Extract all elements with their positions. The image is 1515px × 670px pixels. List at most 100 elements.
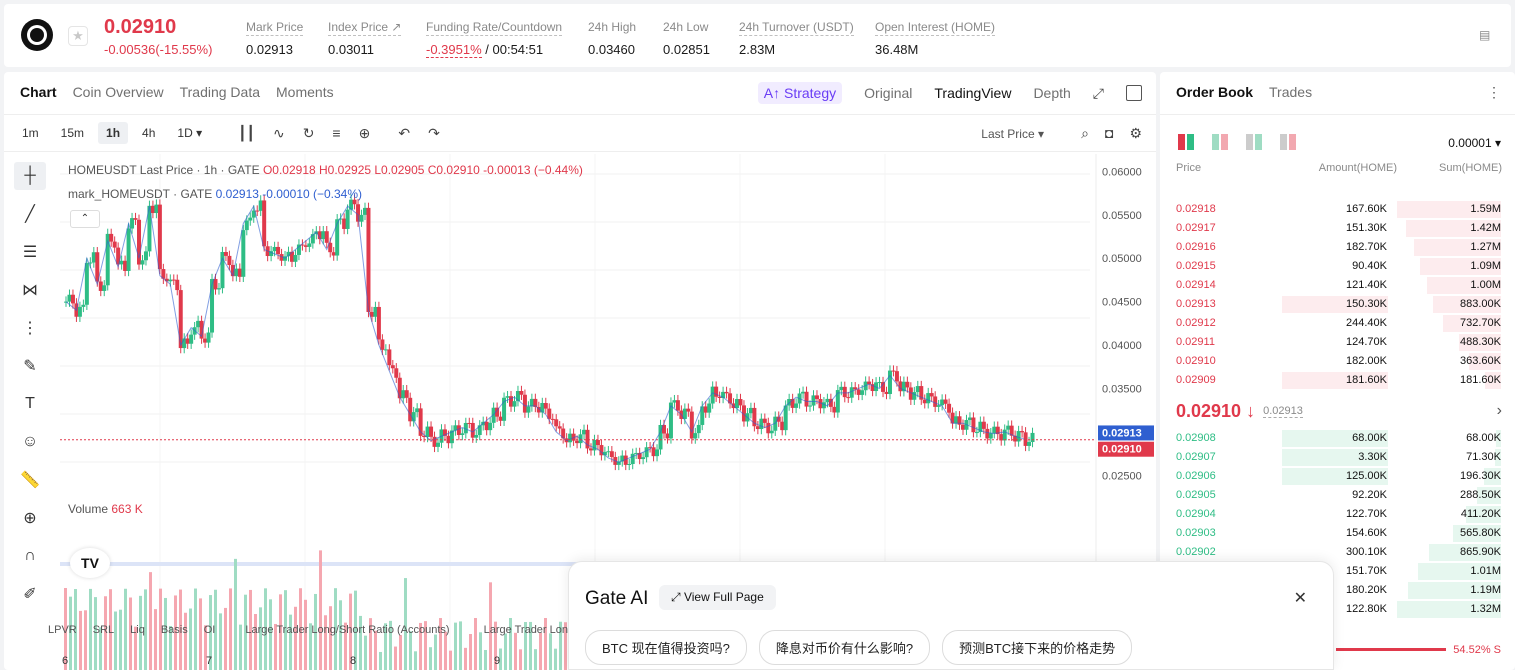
- volume-bar: [529, 621, 532, 670]
- fib-icon[interactable]: ⋮: [22, 320, 38, 337]
- bid-row[interactable]: 0.02907 3.30K 71.30K: [1160, 448, 1515, 467]
- template-icon[interactable]: ≡: [332, 125, 341, 141]
- tab-original[interactable]: Original: [864, 85, 913, 101]
- search-icon[interactable]: ⌕: [1081, 125, 1089, 141]
- mid-price-row[interactable]: 0.02910 ↓ 0.02913 ›: [1176, 400, 1502, 421]
- ask-row[interactable]: 0.02913 150.30K 883.00K: [1160, 295, 1515, 314]
- volume-bar: [544, 618, 547, 670]
- precision-select[interactable]: 0.00001 ▾: [1448, 136, 1501, 150]
- tab-trading-data[interactable]: Trading Data: [179, 84, 261, 100]
- indicator-liq[interactable]: Liq: [130, 624, 145, 636]
- emoji-icon[interactable]: ☺: [21, 433, 39, 450]
- ask-row[interactable]: 0.02912 244.40K 732.70K: [1160, 314, 1515, 333]
- tab-order-book[interactable]: Order Book: [1176, 84, 1254, 100]
- bid-row[interactable]: 0.02905 92.20K 288.50K: [1160, 486, 1515, 505]
- timeframe-15m[interactable]: 15m: [60, 126, 85, 140]
- timeframe-4h[interactable]: 4h: [142, 126, 156, 140]
- redo-icon[interactable]: ↷: [428, 124, 440, 141]
- candle: [741, 405, 746, 422]
- indicator-ls-positions[interactable]: Large Trader Long/Sh: [483, 624, 591, 636]
- add-indicator-icon[interactable]: ⊕: [358, 124, 371, 141]
- brush-icon[interactable]: ✎: [23, 358, 37, 375]
- layout-both-icon[interactable]: [1178, 134, 1194, 150]
- zoom-icon[interactable]: ⊕: [23, 510, 37, 527]
- depth-bar: [1418, 563, 1501, 580]
- ask-row[interactable]: 0.02911 124.70K 488.30K: [1160, 333, 1515, 352]
- suggestion-2[interactable]: 降息对币价有什么影响?: [758, 630, 931, 665]
- tab-moments[interactable]: Moments: [276, 84, 334, 100]
- ask-row[interactable]: 0.02914 121.40K 1.00M: [1160, 276, 1515, 295]
- indicator-srl[interactable]: SRL: [92, 624, 115, 636]
- ask-row[interactable]: 0.02909 181.60K 181.60K: [1160, 371, 1515, 390]
- price-type-select[interactable]: Last Price ▾: [981, 127, 1044, 141]
- pencil-icon[interactable]: ✐: [23, 586, 37, 603]
- volume-bar: [364, 635, 367, 670]
- tab-coin-overview[interactable]: Coin Overview: [72, 84, 164, 100]
- layout-split-icon[interactable]: [1212, 134, 1228, 150]
- candle: [550, 418, 555, 420]
- strategy-button[interactable]: A↑ Strategy: [757, 82, 843, 104]
- camera-icon[interactable]: ◘: [1104, 125, 1114, 141]
- bid-row[interactable]: 151.70K 1.01M: [1160, 562, 1515, 581]
- candle: [272, 246, 277, 252]
- candle: [929, 393, 934, 397]
- layout-bids-icon[interactable]: [1246, 134, 1262, 150]
- bid-row[interactable]: 0.02906 125.00K 196.30K: [1160, 467, 1515, 486]
- timeframe-1m[interactable]: 1m: [22, 126, 39, 140]
- refresh-icon[interactable]: ↻: [302, 124, 315, 141]
- volume-bar: [404, 578, 407, 670]
- book-icon[interactable]: ▤: [1479, 28, 1491, 42]
- indicator-basis[interactable]: Basis: [160, 624, 188, 636]
- indicator-ls-accounts[interactable]: Large Trader Long/Short Ratio (Accounts): [245, 624, 450, 636]
- ask-row[interactable]: 0.02918 167.60K 1.59M: [1160, 200, 1515, 219]
- horizontal-lines-icon[interactable]: ☰: [22, 244, 38, 261]
- text-icon[interactable]: T: [25, 395, 35, 412]
- indicator-oi[interactable]: OI: [203, 624, 216, 636]
- candle: [404, 390, 409, 398]
- bid-row[interactable]: 180.20K 1.19M: [1160, 581, 1515, 600]
- bid-row[interactable]: 0.02904 122.70K 411.20K: [1160, 505, 1515, 524]
- magnet-icon[interactable]: ∩: [24, 547, 36, 564]
- row-amount: 151.70K: [1346, 565, 1387, 577]
- suggestion-1[interactable]: BTC 现在值得投资吗?: [585, 630, 747, 665]
- close-icon[interactable]: ✕: [1293, 590, 1307, 607]
- ask-row[interactable]: 0.02916 182.70K 1.27M: [1160, 238, 1515, 257]
- collapse-legend-button[interactable]: ⌃: [70, 210, 100, 228]
- bid-row[interactable]: 0.02902 300.10K 865.90K: [1160, 543, 1515, 562]
- view-full-page-button[interactable]: ⤢ View Full Page: [659, 585, 776, 610]
- suggestion-3[interactable]: 预测BTC接下来的价格走势: [942, 630, 1133, 665]
- pattern-icon[interactable]: ⋈: [22, 282, 38, 299]
- favorite-star-icon[interactable]: ★: [68, 26, 88, 46]
- volume-bar: [184, 612, 187, 670]
- ask-row[interactable]: 0.02915 90.40K 1.09M: [1160, 257, 1515, 276]
- trend-line-icon[interactable]: ╱: [25, 206, 35, 223]
- stat-index-price[interactable]: Index Price ↗ 0.03011: [328, 20, 402, 57]
- candle: [293, 254, 298, 262]
- candle-type-icon[interactable]: ┃┃: [238, 124, 255, 141]
- bid-row[interactable]: 0.02903 154.60K 565.80K: [1160, 524, 1515, 543]
- ask-row[interactable]: 0.02917 151.30K 1.42M: [1160, 219, 1515, 238]
- bid-row[interactable]: 0.02908 68.00K 68.00K: [1160, 429, 1515, 448]
- tab-tradingview[interactable]: TradingView: [934, 85, 1012, 101]
- layout-asks-icon[interactable]: [1280, 134, 1296, 150]
- price-chart[interactable]: 0.06000 0.05500 0.05000 0.04500 0.04000 0.035…: [60, 154, 1156, 670]
- depth-bar: [1414, 239, 1501, 256]
- bid-row[interactable]: 122.80K 1.32M: [1160, 600, 1515, 619]
- undo-icon[interactable]: ↶: [398, 124, 411, 141]
- ask-row[interactable]: 0.02910 182.00K 363.60K: [1160, 352, 1515, 371]
- chevron-right-icon[interactable]: ›: [1496, 402, 1502, 419]
- tab-depth[interactable]: Depth: [1033, 85, 1071, 101]
- expand-icon[interactable]: ⤢: [1092, 84, 1104, 101]
- tab-chart[interactable]: Chart: [20, 84, 57, 100]
- tab-trades[interactable]: Trades: [1269, 84, 1313, 100]
- gear-icon[interactable]: ⚙: [1129, 125, 1142, 141]
- crosshair-icon[interactable]: ┼: [14, 162, 46, 190]
- ruler-icon[interactable]: 📏: [20, 472, 40, 489]
- window-icon[interactable]: [1126, 85, 1142, 101]
- more-icon[interactable]: ⋮: [1487, 84, 1501, 100]
- row-price: 0.02908: [1176, 432, 1216, 444]
- timeframe-1h[interactable]: 1h: [98, 122, 129, 144]
- indicator-lpvr[interactable]: LPVR: [48, 624, 77, 636]
- timeframe-1d[interactable]: 1D ▾: [177, 126, 203, 140]
- indicator-icon[interactable]: ∿: [272, 124, 285, 141]
